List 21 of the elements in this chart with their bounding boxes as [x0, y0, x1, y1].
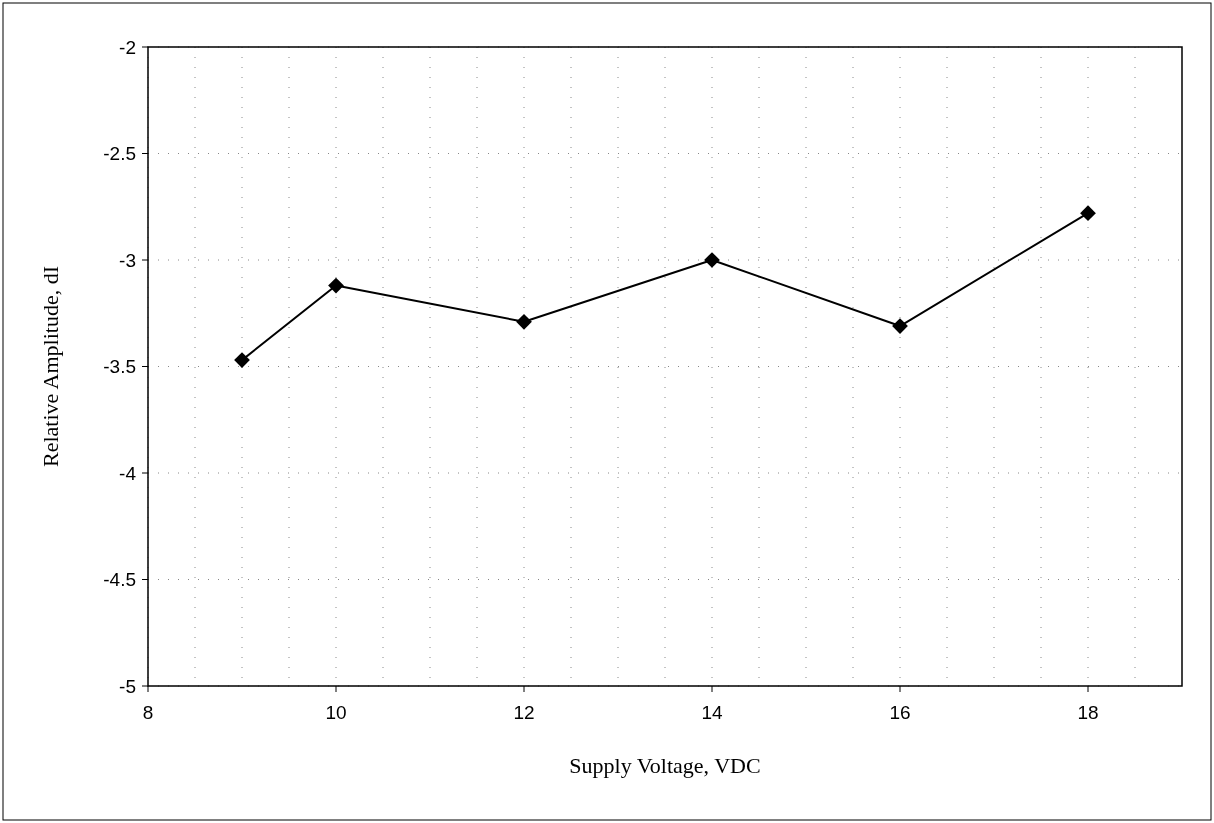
y-tick-label: -2.5 [103, 143, 136, 165]
x-tick-label: 14 [701, 702, 723, 723]
y-tick-label: -3.5 [103, 356, 136, 378]
x-axis-title: Supply Voltage, VDC [569, 753, 761, 778]
x-tick-label: 16 [889, 702, 911, 723]
x-tick-label: 8 [142, 702, 154, 723]
x-tick-label: 18 [1077, 702, 1099, 723]
point [234, 352, 250, 368]
y-tick-label: -2 [119, 36, 136, 58]
y-tick-label: -4 [119, 462, 137, 484]
point [516, 313, 532, 330]
y-tick-label: -3 [119, 249, 136, 271]
point [892, 318, 908, 334]
y-tick-label: -4.5 [103, 569, 136, 591]
point [328, 277, 344, 294]
x-tick-label: 12 [513, 702, 535, 723]
point [704, 252, 720, 268]
x-tick-label: 10 [325, 702, 347, 723]
y-axis-title: Relative Amplitude, dI [38, 265, 63, 468]
point [1080, 205, 1096, 222]
y-tick-label: -5 [119, 675, 136, 697]
